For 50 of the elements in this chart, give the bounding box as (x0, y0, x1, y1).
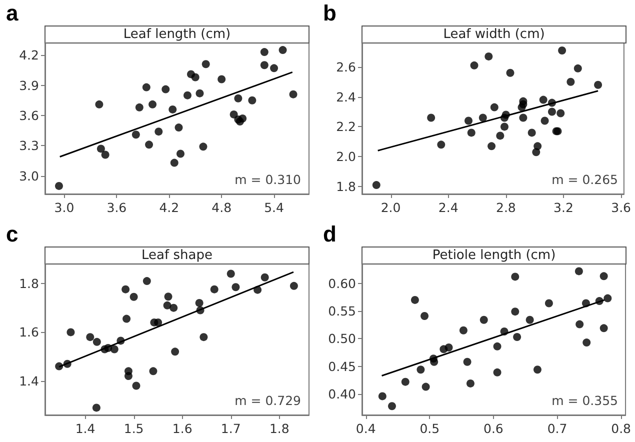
y-tick-label: 4.2 (19, 48, 39, 63)
annotation: m = 0.310 (234, 172, 302, 187)
x-tick-label: 1.4 (75, 421, 96, 436)
text: d (323, 222, 336, 246)
text: c (6, 222, 18, 246)
chart-title: Leaf length (cm) (123, 27, 231, 42)
x-tick-label: 4.8 (212, 200, 232, 215)
x-tick-label: 0.8 (611, 421, 632, 436)
x-tick-label: 1.7 (220, 421, 241, 436)
y-tick-label: 1.8 (19, 276, 40, 291)
x-tick-label: 0.6 (484, 421, 504, 436)
x-tick-label: 1.8 (269, 421, 290, 436)
x-tick-label: 2.8 (496, 200, 516, 215)
annotation: m = 0.265 (552, 172, 618, 187)
x-tick-label: 1.5 (124, 421, 144, 436)
chart-title: Leaf width (cm) (443, 27, 545, 42)
y-tick-label: 2.6 (336, 59, 356, 74)
chart-title: Petiole length (cm) (432, 248, 556, 263)
y-tick-label: 3.9 (19, 78, 40, 93)
y-tick-label: 3.3 (19, 138, 39, 154)
y-tick-label: 3.0 (19, 168, 40, 184)
y-tick-label: 2.2 (336, 119, 356, 134)
x-tick-label: 1.6 (172, 421, 192, 436)
x-tick-label: 3.6 (611, 200, 632, 215)
y-tick-label: 1.6 (19, 324, 40, 340)
y-tick-label: 2.0 (336, 149, 356, 164)
y-tick-label: 0.55 (328, 304, 356, 319)
y-tick-label: 0.45 (328, 358, 356, 374)
y-tick-label: 2.4 (336, 89, 356, 104)
x-tick-label: 5.4 (264, 200, 284, 215)
x-tick-label: 0.5 (420, 421, 440, 436)
text: a (6, 0, 19, 26)
x-tick-label: 4.2 (159, 200, 180, 215)
x-tick-label: 2.4 (438, 200, 458, 215)
y-tick-label: 0.40 (328, 386, 356, 402)
x-tick-label: 3.2 (554, 200, 574, 215)
x-tick-label: 3.6 (106, 200, 127, 215)
y-tick-label: 0.50 (328, 331, 356, 346)
x-tick-label: 3.0 (54, 200, 74, 215)
y-tick-label: 0.60 (328, 276, 356, 291)
y-tick-label: 1.8 (336, 179, 356, 194)
chart-title: Leaf shape (142, 248, 212, 263)
x-tick-label: 0.4 (356, 421, 376, 436)
y-tick-label: 3.6 (19, 108, 40, 123)
x-tick-label: 0.7 (547, 421, 568, 436)
y-tick-label: 1.4 (19, 373, 40, 388)
annotation: m = 0.729 (234, 393, 302, 408)
x-tick-label: 2.0 (380, 200, 401, 215)
annotation: m = 0.355 (552, 393, 618, 408)
text: b (323, 0, 336, 26)
